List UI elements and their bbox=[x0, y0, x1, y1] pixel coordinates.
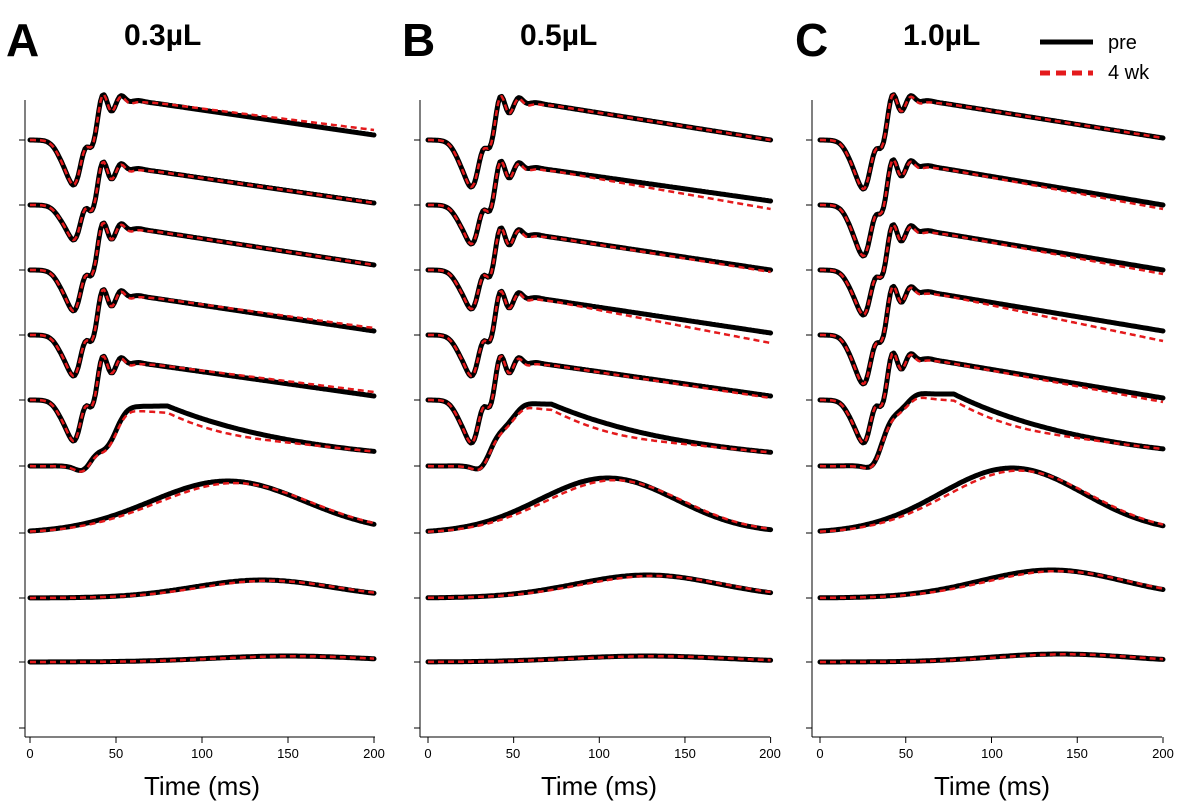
trace-4wk-line bbox=[30, 355, 375, 443]
trace-pre-line bbox=[817, 350, 1166, 446]
trace-pre-line bbox=[425, 572, 774, 601]
trace-pre-line bbox=[425, 353, 774, 446]
panel-title-a: 0.3µL bbox=[124, 19, 201, 52]
legend-label-4wk: 4 wk bbox=[1108, 62, 1150, 84]
trace-4wk-line bbox=[820, 351, 1164, 445]
trace-pre-line bbox=[27, 353, 377, 444]
x-tick-label: 0 bbox=[424, 746, 431, 761]
ticks-b bbox=[414, 139, 772, 743]
x-tick-label: 150 bbox=[1066, 746, 1088, 761]
ticks-c bbox=[806, 139, 1164, 743]
trace-4wk-line bbox=[30, 221, 375, 313]
ticks-a bbox=[19, 139, 375, 743]
panel-title-c: 1.0µL bbox=[903, 19, 980, 52]
panel-title-b: 0.5µL bbox=[520, 19, 597, 52]
trace-pre-line bbox=[27, 478, 377, 534]
trace-pre-line bbox=[817, 567, 1166, 601]
trace-4wk-line bbox=[428, 226, 771, 311]
trace-4wk-line bbox=[819, 469, 1164, 533]
trace-4wk-line bbox=[428, 160, 771, 246]
trace-pre-line bbox=[817, 283, 1166, 387]
legend-label-pre: pre bbox=[1108, 32, 1137, 54]
trace-4wk-line bbox=[30, 409, 375, 473]
trace-pre-line bbox=[27, 287, 377, 379]
x-tick-label: 100 bbox=[588, 746, 610, 761]
trace-4wk-line bbox=[428, 574, 771, 600]
trace-pre-line bbox=[817, 391, 1166, 470]
x-tick-label: 150 bbox=[674, 746, 696, 761]
panel-a: A 0.3µL 0 50 100 150 200 Time (ms) bbox=[6, 14, 385, 801]
trace-4wk-line bbox=[820, 223, 1164, 317]
trace-4wk-line bbox=[30, 654, 375, 664]
trace-4wk-line bbox=[30, 160, 375, 242]
trace-4wk-line bbox=[427, 478, 771, 533]
trace-pre-line bbox=[425, 225, 774, 312]
x-tick-label: 200 bbox=[1152, 746, 1174, 761]
trace-4wk-line bbox=[30, 579, 375, 600]
x-tick-label: 50 bbox=[506, 746, 520, 761]
x-tick-label: 200 bbox=[759, 746, 781, 761]
trace-pre-line bbox=[27, 220, 377, 314]
trace-pre-line bbox=[817, 465, 1166, 534]
trace-4wk-line bbox=[428, 406, 771, 472]
x-axis-label-a: Time (ms) bbox=[144, 771, 260, 801]
trace-4wk-line bbox=[30, 288, 375, 378]
x-tick-label: 150 bbox=[277, 746, 299, 761]
panel-letter-b: B bbox=[402, 14, 435, 66]
x-tick-label: 200 bbox=[363, 746, 385, 761]
trace-4wk-line bbox=[30, 93, 375, 187]
panel-letter-a: A bbox=[6, 14, 39, 66]
traces-b bbox=[425, 93, 774, 665]
trace-pre-line bbox=[817, 157, 1166, 259]
traces-a bbox=[27, 92, 377, 665]
x-tick-label: 100 bbox=[981, 746, 1003, 761]
x-tick-label: 50 bbox=[109, 746, 123, 761]
traces-c bbox=[817, 92, 1166, 665]
trace-pre-line bbox=[425, 93, 774, 190]
trace-4wk-line bbox=[820, 93, 1164, 191]
trace-4wk-line bbox=[820, 285, 1164, 386]
trace-4wk-line bbox=[820, 653, 1164, 664]
x-tick-label: 50 bbox=[899, 746, 913, 761]
x-tick-label: 0 bbox=[816, 746, 823, 761]
x-axis-label-c: Time (ms) bbox=[934, 771, 1050, 801]
trace-pre-line bbox=[27, 159, 377, 243]
panel-c: C 1.0µL 0 50 100 150 200 Time (ms) bbox=[795, 14, 1174, 801]
panel-letter-c: C bbox=[795, 14, 828, 66]
legend: pre 4 wk bbox=[1040, 32, 1150, 84]
panel-b: B 0.5µL 0 50 100 150 200 Time (ms) bbox=[402, 14, 781, 801]
x-axis-label-b: Time (ms) bbox=[541, 771, 657, 801]
trace-4wk-line bbox=[428, 95, 771, 189]
x-tick-label: 100 bbox=[191, 746, 213, 761]
trace-4wk-line bbox=[428, 654, 771, 664]
trace-4wk-line bbox=[428, 355, 771, 445]
trace-4wk-line bbox=[820, 158, 1164, 258]
trace-4wk-line bbox=[820, 396, 1164, 470]
trace-pre-line bbox=[27, 577, 377, 601]
trace-pre-line bbox=[425, 475, 774, 534]
trace-4wk-line bbox=[820, 569, 1164, 600]
trace-4wk-line bbox=[428, 290, 771, 378]
x-tick-label: 0 bbox=[26, 746, 33, 761]
